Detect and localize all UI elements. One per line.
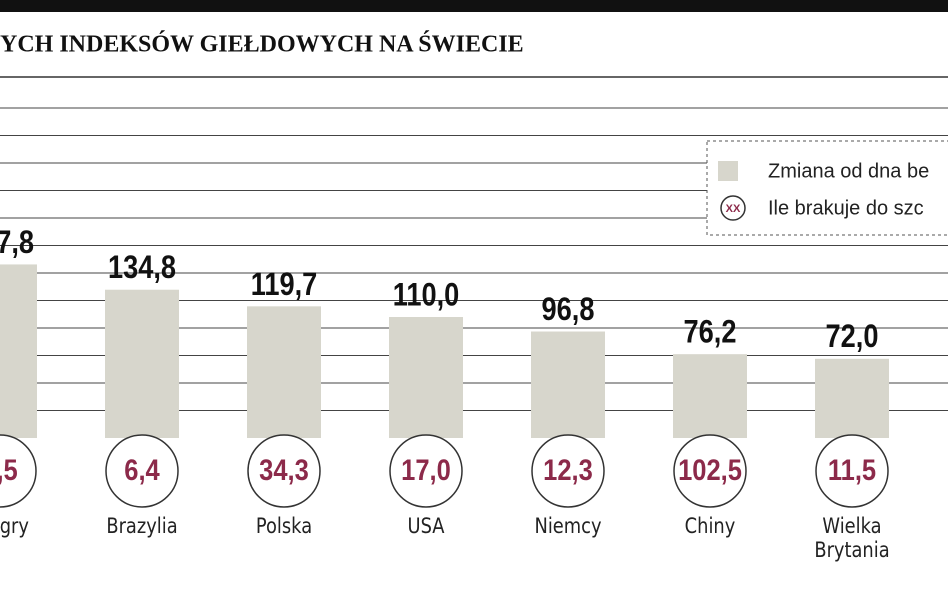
gap-value-label: 17,0 bbox=[401, 453, 451, 486]
gap-circle bbox=[0, 434, 37, 508]
top-band bbox=[0, 0, 948, 12]
bar-value-label: 110,0 bbox=[393, 277, 460, 313]
x-tick-label: Brazylia bbox=[106, 514, 178, 538]
bar bbox=[815, 358, 889, 438]
legend-swatch bbox=[718, 161, 738, 181]
bar-value-label: 134,8 bbox=[108, 250, 176, 286]
bar bbox=[105, 289, 179, 438]
gap-circle bbox=[815, 434, 889, 508]
gap-value-label: 12,3 bbox=[543, 453, 593, 486]
x-tick-label: Węgry bbox=[0, 514, 29, 538]
bar-value-label: 96,8 bbox=[542, 292, 595, 328]
bar-value-label: 76,2 bbox=[684, 315, 737, 351]
legend-icon-text: XX bbox=[726, 203, 741, 215]
gap-circle bbox=[247, 434, 321, 508]
bar bbox=[673, 354, 747, 438]
bar bbox=[247, 306, 321, 438]
gap-value-label: 11,5 bbox=[828, 453, 876, 486]
x-tick-label: Niemcy bbox=[534, 514, 602, 538]
bar bbox=[0, 264, 37, 438]
legend-circle bbox=[720, 195, 746, 221]
gap-value-label: 6,4 bbox=[124, 453, 160, 486]
legend-label: Zmiana od dna be bbox=[768, 160, 929, 182]
legend: Zmiana od dna be XX Ile brakuje do szc bbox=[706, 140, 948, 236]
gap-circle bbox=[389, 434, 463, 508]
gap-value-label: 34,3 bbox=[259, 453, 309, 486]
bar-value-label: 72,0 bbox=[826, 319, 879, 355]
gap-value-label: 102,5 bbox=[678, 453, 742, 486]
x-tick-label: Wielka Brytania bbox=[814, 514, 890, 562]
bar-value-label: 119,7 bbox=[251, 267, 318, 303]
gap-circle bbox=[531, 434, 605, 508]
bar bbox=[389, 317, 463, 438]
x-tick-label: Chiny bbox=[684, 514, 736, 538]
x-tick-label: Polska bbox=[255, 514, 313, 538]
chart-title: YCH INDEKSÓW GIEŁDOWYCH NA ŚWIECIE bbox=[0, 31, 524, 58]
gap-value-label: 5,5 bbox=[0, 453, 18, 486]
x-tick-label: USA bbox=[407, 514, 445, 538]
legend-label: Ile brakuje do szc bbox=[768, 197, 924, 219]
gap-circle bbox=[105, 434, 179, 508]
gap-circle bbox=[673, 434, 747, 508]
bar bbox=[531, 331, 605, 438]
bar-value-label: 157,8 bbox=[0, 225, 34, 261]
legend-box bbox=[706, 140, 948, 236]
bars: 157,8 5,5 134,8 6,4 119,7 34,3 110,0 17,0 96,8 12… bbox=[0, 225, 889, 508]
